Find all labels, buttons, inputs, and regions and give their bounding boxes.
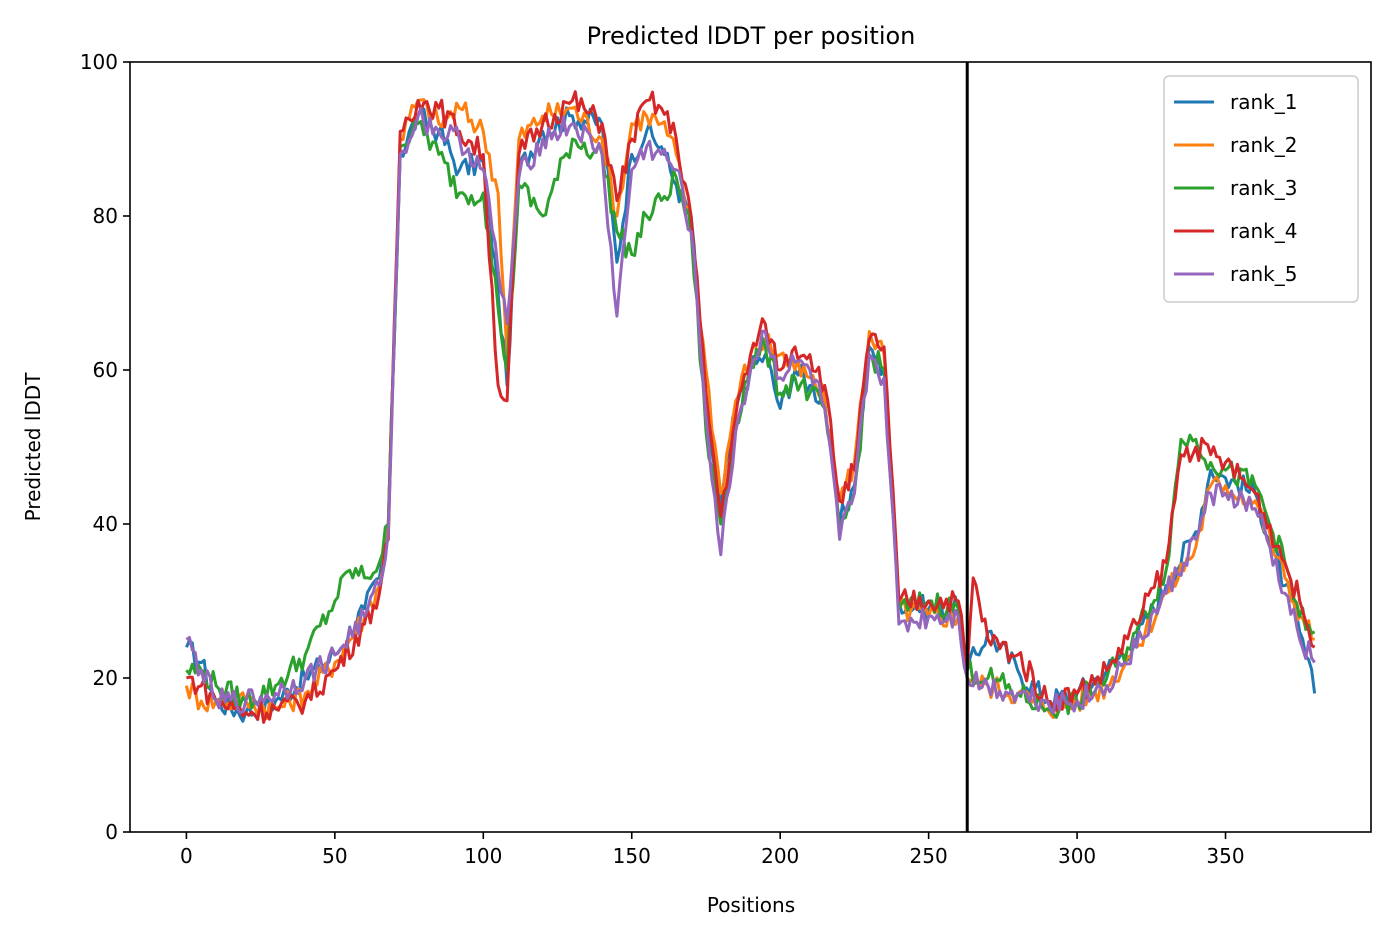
- x-axis-title: Positions: [707, 893, 795, 917]
- legend-label-rank-1: rank_1: [1230, 90, 1297, 114]
- legend-label-rank-2: rank_2: [1230, 133, 1297, 157]
- x-tick-label: 150: [613, 844, 651, 868]
- series-line-rank-4: [185, 90, 1316, 724]
- x-tick-label: 350: [1206, 844, 1244, 868]
- legend-label-rank-5: rank_5: [1230, 262, 1297, 286]
- legend-box: [1163, 75, 1359, 303]
- y-tick-label: 60: [93, 358, 118, 382]
- legend: rank_1 rank_2 rank_3 rank_4 rank_5: [1163, 75, 1359, 303]
- series-line-rank-5: [185, 106, 1316, 715]
- y-tick-label: 100: [80, 50, 118, 74]
- y-tick-label: 0: [105, 820, 118, 844]
- x-tick-label: 100: [464, 844, 502, 868]
- x-tick-label: 250: [910, 844, 948, 868]
- legend-label-rank-4: rank_4: [1230, 219, 1297, 243]
- x-tick-label: 300: [1058, 844, 1096, 868]
- y-tick-label: 40: [93, 512, 118, 536]
- x-axis: 0 50 100 150 200 250 300 350: [180, 832, 1245, 868]
- y-axis: 0 20 40 60 80 100: [80, 50, 130, 844]
- y-axis-title: Predicted lDDT: [21, 372, 45, 522]
- legend-label-rank-3: rank_3: [1230, 176, 1297, 200]
- x-tick-label: 200: [761, 844, 799, 868]
- x-tick-label: 50: [322, 844, 347, 868]
- x-tick-label: 0: [180, 844, 193, 868]
- y-tick-label: 20: [93, 666, 118, 690]
- plot-frame: [129, 61, 1372, 833]
- y-tick-label: 80: [93, 204, 118, 228]
- series-layer: [184, 90, 1317, 724]
- chart-title: Predicted lDDT per position: [587, 22, 916, 50]
